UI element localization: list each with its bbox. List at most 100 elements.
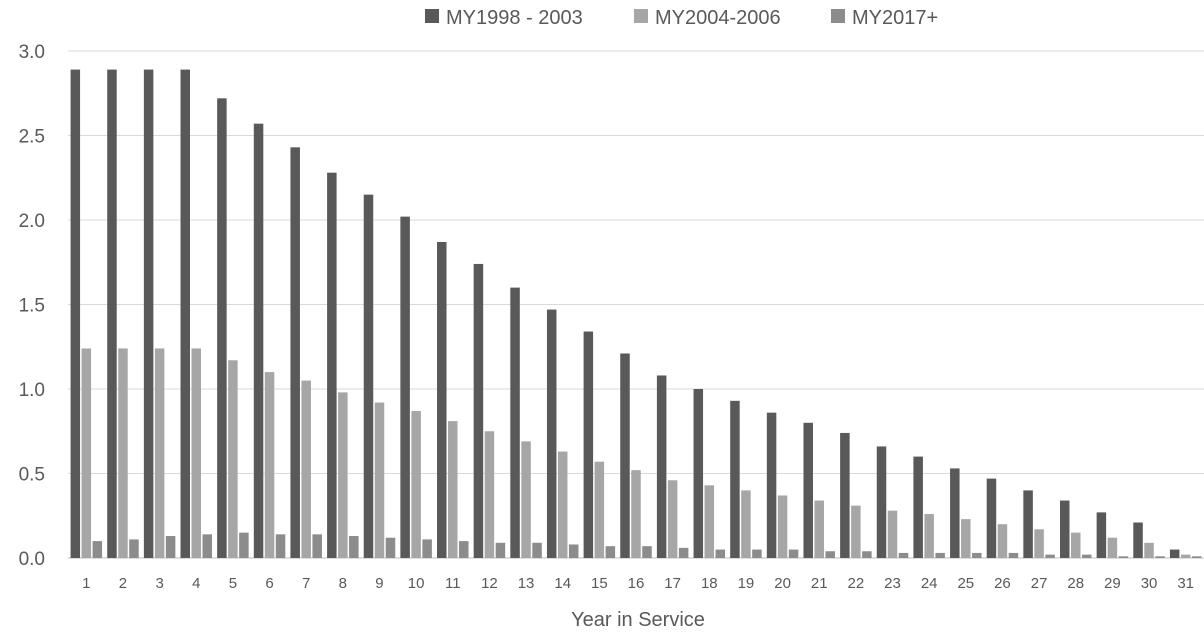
y-tick-label: 1.5 <box>19 296 45 317</box>
bar-3-7 <box>312 534 322 558</box>
bar-2-30 <box>1144 542 1154 558</box>
x-tick-label: 18 <box>701 575 718 592</box>
bar-3-29 <box>1118 556 1129 558</box>
y-tick-label: 0.5 <box>19 465 45 486</box>
x-tick-label: 1 <box>82 575 90 592</box>
x-axis-title: Year in Service <box>571 609 705 630</box>
y-tick-label: 2.5 <box>19 127 45 148</box>
legend-swatch <box>634 9 648 23</box>
bar-1-17 <box>656 375 667 558</box>
x-tick-label: 21 <box>811 575 828 592</box>
bars <box>70 69 1202 559</box>
bar-1-1 <box>70 69 81 558</box>
x-tick-label: 15 <box>591 575 608 592</box>
bar-3-30 <box>1155 556 1165 558</box>
x-tick-label: 6 <box>265 575 273 592</box>
bar-3-22 <box>862 551 872 558</box>
legend-swatch <box>831 9 845 23</box>
bar-2-15 <box>594 461 605 558</box>
x-tick-label: 31 <box>1177 575 1194 592</box>
x-tick-label: 22 <box>848 575 865 592</box>
y-tick-label: 1.0 <box>19 380 45 401</box>
bar-1-11 <box>437 241 447 558</box>
bar-2-14 <box>557 451 568 558</box>
x-tick-label: 30 <box>1141 575 1158 592</box>
bar-3-5 <box>239 532 249 558</box>
bar-2-8 <box>338 392 348 558</box>
x-tick-label: 14 <box>554 575 571 592</box>
bar-1-21 <box>803 422 813 558</box>
bar-2-3 <box>154 348 165 558</box>
bar-1-26 <box>986 478 997 558</box>
x-tick-label: 3 <box>155 575 163 592</box>
bar-2-13 <box>521 441 531 558</box>
bar-1-9 <box>363 194 374 558</box>
y-tick-label: 3.0 <box>19 42 45 63</box>
bar-3-17 <box>678 547 689 558</box>
bar-2-27 <box>1034 529 1044 558</box>
bar-1-22 <box>840 432 850 558</box>
bar-1-5 <box>217 98 227 558</box>
bar-3-27 <box>1045 554 1055 558</box>
y-tick-label: 2.0 <box>19 211 45 232</box>
bar-2-24 <box>924 514 934 558</box>
bar-2-28 <box>1070 532 1081 558</box>
x-tick-label: 17 <box>664 575 681 592</box>
bar-3-21 <box>825 551 835 558</box>
x-tick-label: 28 <box>1067 575 1084 592</box>
bar-2-19 <box>741 490 751 558</box>
bar-3-16 <box>642 546 652 558</box>
bar-2-6 <box>264 372 275 558</box>
bar-3-31 <box>1191 556 1202 558</box>
bar-1-4 <box>180 69 191 558</box>
bar-1-31 <box>1169 549 1180 558</box>
bar-3-18 <box>715 549 726 558</box>
bar-1-24 <box>913 456 923 558</box>
bar-3-23 <box>898 552 909 558</box>
bar-1-6 <box>253 123 264 559</box>
bar-1-13 <box>510 287 520 558</box>
bar-2-20 <box>777 495 788 558</box>
bar-2-18 <box>704 485 715 558</box>
x-tick-label: 16 <box>628 575 645 592</box>
bar-3-10 <box>422 539 432 558</box>
bar-2-25 <box>961 519 971 558</box>
bar-1-14 <box>546 309 557 558</box>
bar-3-4 <box>202 534 213 558</box>
bar-3-11 <box>459 541 469 558</box>
bar-2-23 <box>887 510 898 558</box>
legend-label: MY1998 - 2003 <box>446 7 583 29</box>
bar-1-3 <box>143 69 154 558</box>
bar-2-31 <box>1180 554 1191 558</box>
x-tick-label: 20 <box>774 575 791 592</box>
x-tick-label: 23 <box>884 575 901 592</box>
bar-3-1 <box>92 541 103 558</box>
x-tick-label: 12 <box>481 575 498 592</box>
bar-1-8 <box>327 172 337 558</box>
bar-2-1 <box>81 348 92 558</box>
legend-swatch <box>425 9 439 23</box>
bar-2-7 <box>301 380 311 558</box>
bar-2-12 <box>484 431 495 558</box>
bar-3-12 <box>495 542 506 558</box>
x-tick-label: 13 <box>518 575 535 592</box>
legend-label: MY2017+ <box>852 7 938 29</box>
bar-1-28 <box>1059 500 1070 558</box>
bar-1-12 <box>473 263 484 558</box>
bar-1-7 <box>290 147 300 558</box>
bar-3-19 <box>752 549 762 558</box>
x-tick-label: 24 <box>921 575 938 592</box>
bar-3-3 <box>165 536 176 558</box>
bar-3-14 <box>568 544 579 558</box>
bar-1-29 <box>1096 512 1107 558</box>
bar-3-6 <box>275 534 286 558</box>
bar-1-15 <box>583 331 594 558</box>
x-tick-label: 8 <box>339 575 347 592</box>
bar-2-5 <box>228 360 238 558</box>
x-tick-label: 4 <box>192 575 200 592</box>
bar-3-28 <box>1081 554 1092 558</box>
x-tick-label: 19 <box>738 575 755 592</box>
bar-1-16 <box>620 353 630 558</box>
bar-3-26 <box>1008 552 1019 558</box>
y-tick-label: 0.0 <box>19 549 45 570</box>
